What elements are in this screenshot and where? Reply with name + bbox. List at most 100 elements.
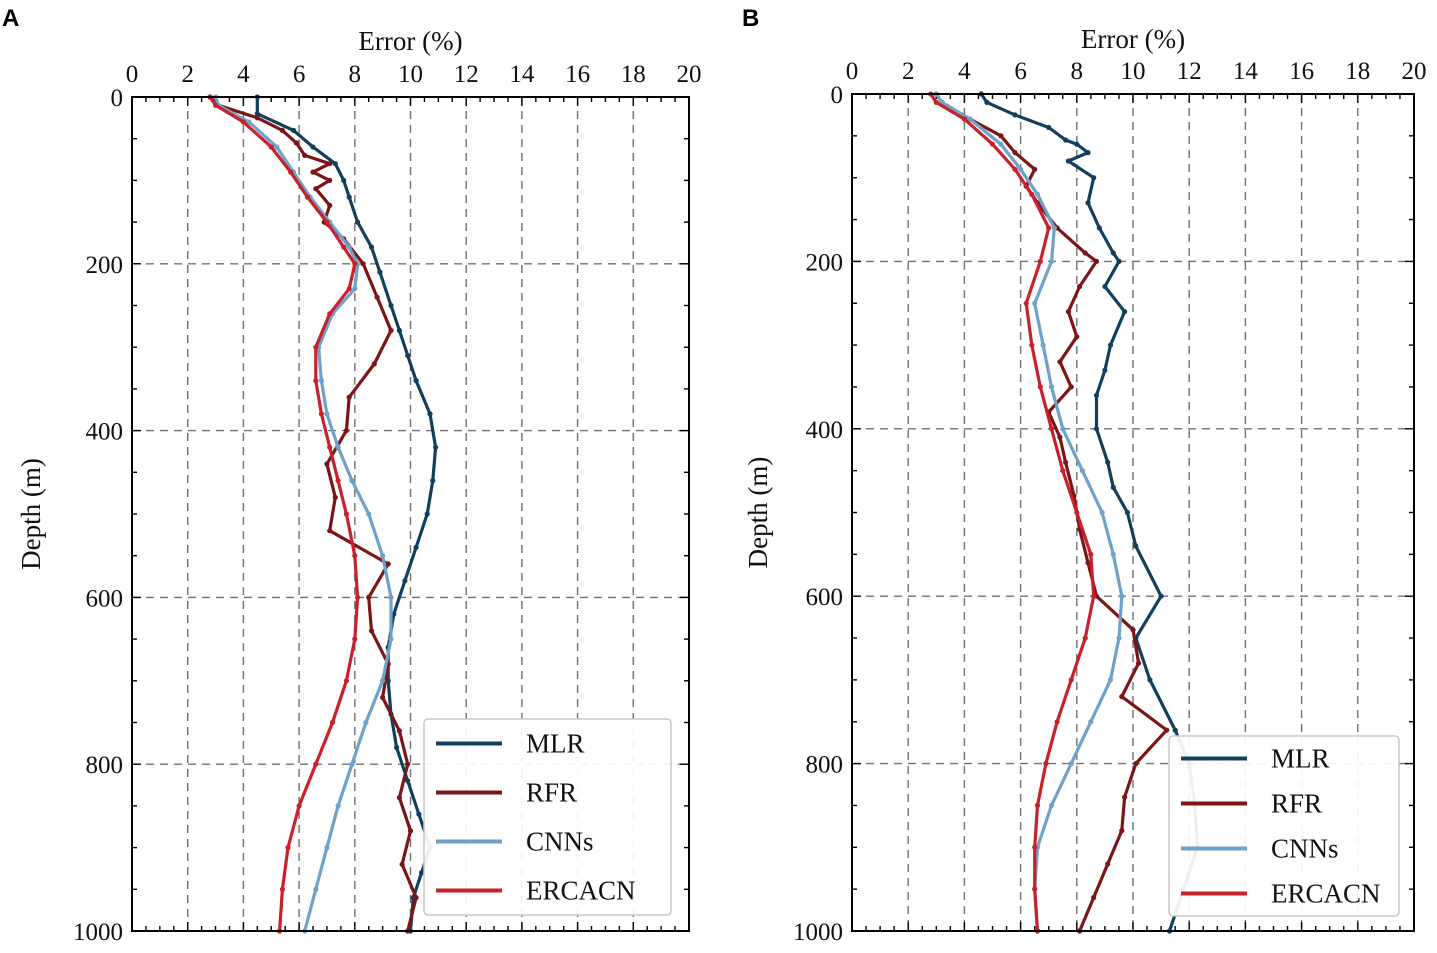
- data-point-cnns: [335, 444, 341, 450]
- data-point-cnns: [1034, 191, 1041, 197]
- x-tick-label: 6: [293, 61, 306, 88]
- data-point-rfr: [310, 169, 316, 175]
- data-point-ercacn: [327, 311, 333, 317]
- data-point-ercacn: [324, 219, 330, 225]
- data-point-cnns: [1079, 468, 1085, 474]
- data-point-ercacn: [1034, 802, 1041, 809]
- x-tick-label: 16: [1289, 58, 1314, 85]
- data-point-cnns: [363, 719, 369, 726]
- data-point-rfr: [1119, 828, 1125, 834]
- data-point-ercacn: [313, 761, 319, 767]
- data-point-mlr: [1102, 283, 1108, 290]
- data-point-mlr: [341, 177, 347, 183]
- data-point-ercacn: [346, 286, 352, 292]
- y-axis-title: Depth (m): [16, 458, 46, 570]
- data-point-mlr: [1093, 392, 1100, 398]
- data-point-ercacn: [335, 478, 341, 484]
- data-point-mlr: [413, 544, 419, 551]
- data-point-cnns: [274, 144, 280, 150]
- data-point-rfr: [343, 428, 349, 434]
- data-point-mlr: [419, 870, 425, 876]
- panel-letter: B: [742, 5, 759, 32]
- data-point-mlr: [346, 194, 352, 200]
- data-point-rfr: [360, 261, 366, 267]
- data-point-rfr: [1032, 166, 1038, 172]
- data-point-mlr: [416, 811, 422, 817]
- data-point-mlr: [430, 478, 436, 484]
- y-tick-label: 1000: [793, 919, 843, 946]
- data-point-ercacn: [1091, 593, 1097, 599]
- plot-frame: [851, 93, 1415, 932]
- data-point-rfr: [396, 728, 402, 734]
- data-point-mlr: [413, 378, 419, 384]
- data-point-ercacn: [1037, 258, 1043, 264]
- data-point-mlr: [1110, 250, 1116, 256]
- x-tick-label: 18: [1345, 58, 1370, 85]
- data-point-ercacn: [1032, 844, 1038, 850]
- data-point-rfr: [302, 152, 308, 158]
- data-point-mlr: [1116, 258, 1122, 264]
- data-point-rfr: [1068, 384, 1074, 390]
- x-tick-label: 10: [1121, 58, 1146, 85]
- data-point-mlr: [377, 269, 383, 275]
- data-point-rfr: [1136, 660, 1142, 666]
- data-point-mlr: [1102, 367, 1108, 373]
- data-point-ercacn: [1043, 761, 1049, 767]
- data-point-rfr: [1122, 794, 1128, 800]
- data-point-rfr: [407, 828, 414, 834]
- data-point-cnns: [1018, 166, 1024, 172]
- data-point-ercacn: [304, 194, 311, 200]
- data-point-rfr: [385, 561, 391, 567]
- data-point-ercacn: [268, 144, 274, 150]
- data-point-mlr: [402, 578, 408, 584]
- data-point-rfr: [1091, 894, 1097, 901]
- x-tick-label: 0: [126, 61, 139, 88]
- y-tick-label: 200: [806, 249, 844, 276]
- data-point-rfr: [293, 140, 299, 146]
- series-line-ercacn: [929, 92, 1096, 933]
- data-point-cnns: [380, 678, 386, 684]
- panel-letter: A: [2, 5, 19, 32]
- x-tick-label: 12: [454, 61, 479, 88]
- data-point-mlr: [1046, 124, 1052, 131]
- data-point-mlr: [1133, 543, 1139, 549]
- data-point-mlr: [1147, 677, 1153, 683]
- data-point-rfr: [374, 294, 380, 300]
- legend-label-mlr: MLR: [1271, 744, 1330, 774]
- data-point-cnns: [1048, 258, 1055, 264]
- legend: MLR RFR CNNs ERCACN: [1168, 735, 1400, 917]
- y-tick-label: 600: [86, 585, 124, 612]
- data-point-cnns: [967, 116, 973, 122]
- x-axis-title: Error (%): [1081, 24, 1185, 54]
- legend-label-mlr: MLR: [526, 729, 585, 759]
- legend-label-cnns: CNNs: [526, 827, 594, 857]
- data-point-ercacn: [1074, 509, 1080, 516]
- data-point-rfr: [254, 115, 260, 121]
- y-tick-label: 800: [86, 752, 124, 779]
- y-tick-label: 800: [806, 752, 844, 779]
- data-point-mlr: [1085, 200, 1091, 206]
- data-point-ercacn: [1054, 719, 1060, 725]
- data-point-cnns: [1088, 719, 1094, 725]
- y-tick-label: 600: [806, 584, 844, 611]
- data-point-ercacn: [1068, 677, 1074, 683]
- data-point-rfr: [998, 133, 1004, 139]
- x-tick-label: 6: [1014, 58, 1027, 85]
- x-tick-label: 4: [958, 58, 971, 85]
- x-tick-label: 20: [677, 61, 702, 88]
- data-point-rfr: [1057, 359, 1063, 365]
- data-point-rfr: [1074, 334, 1080, 340]
- data-point-cnns: [1107, 677, 1114, 683]
- data-point-ercacn: [288, 169, 294, 175]
- data-point-mlr: [427, 411, 433, 417]
- data-point-ercacn: [279, 886, 285, 892]
- legend-label-ercacn: ERCACN: [1271, 879, 1381, 909]
- data-point-cnns: [388, 594, 394, 601]
- data-point-rfr: [1065, 309, 1071, 315]
- x-tick-label: 14: [509, 61, 535, 88]
- data-point-cnns: [1110, 551, 1116, 558]
- x-axis-title: Error (%): [358, 26, 462, 56]
- x-tick-label: 8: [349, 61, 362, 88]
- series-line-rfr: [208, 95, 418, 933]
- legend-label-ercacn: ERCACN: [526, 876, 636, 906]
